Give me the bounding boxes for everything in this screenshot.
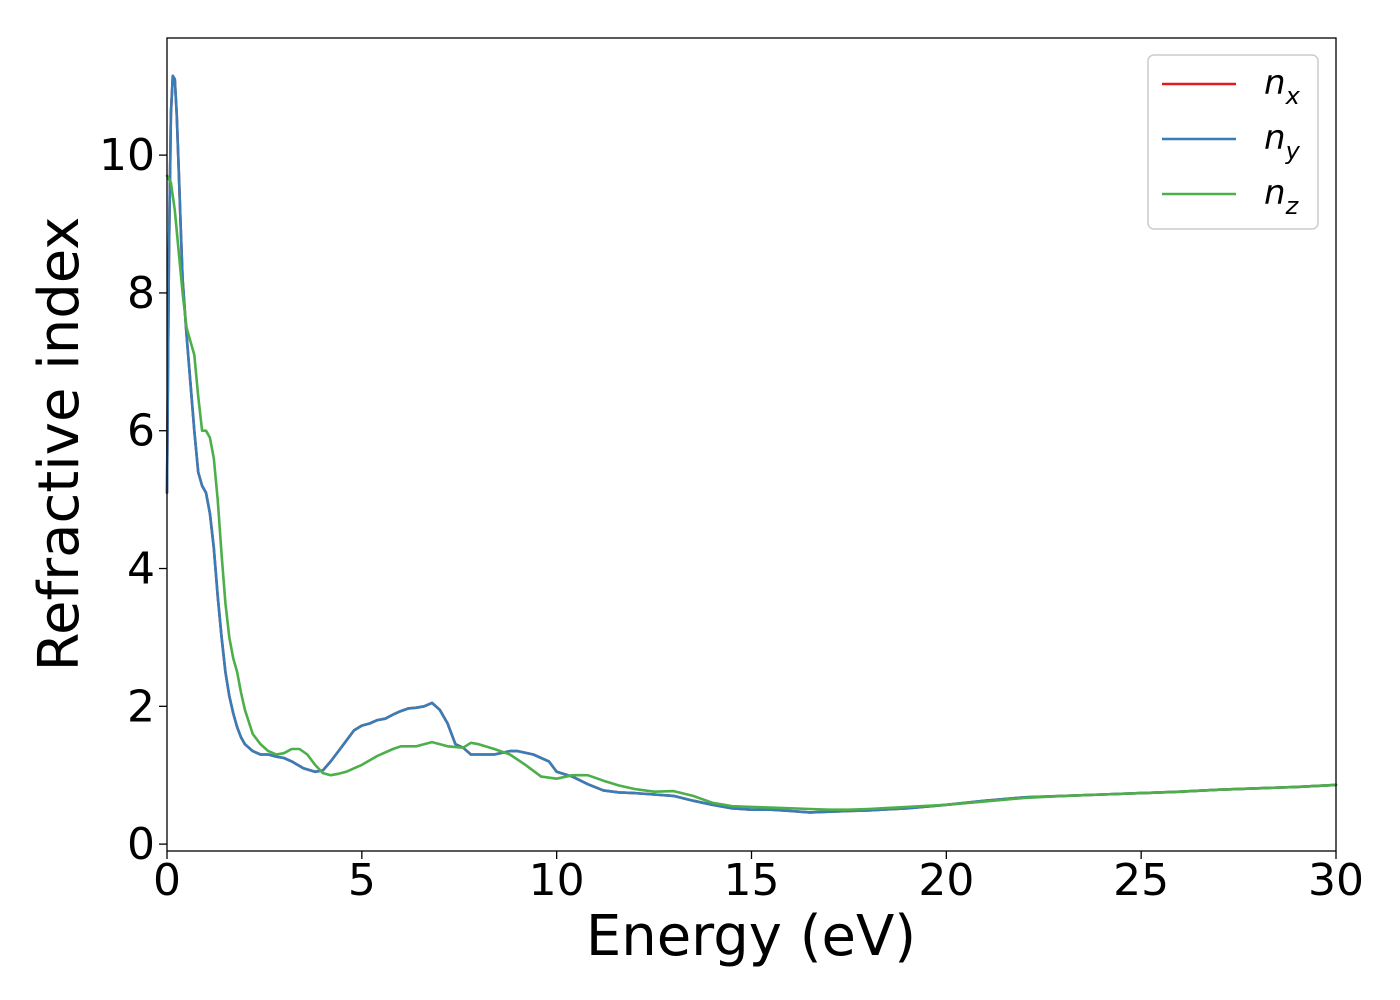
x-tick-label: 5 xyxy=(348,855,376,906)
y-tick-label: 8 xyxy=(127,268,155,319)
x-tick-label: 15 xyxy=(724,855,780,906)
series-line-n-z xyxy=(165,174,1338,811)
series-layer xyxy=(165,74,1338,814)
y-tick-label: 4 xyxy=(127,544,155,595)
legend-label-n-x: nx xyxy=(1264,63,1301,110)
x-tick-label: 20 xyxy=(918,855,974,906)
legend: nx ny nz xyxy=(1147,54,1319,230)
x-axis-ticks: 0 5 10 15 20 25 30 xyxy=(153,851,1364,906)
x-tick-label: 0 xyxy=(153,855,181,906)
y-tick-label: 6 xyxy=(127,406,155,457)
plot-background xyxy=(167,38,1336,851)
x-tick-label: 25 xyxy=(1113,855,1169,906)
y-tick-label: 0 xyxy=(127,819,155,870)
legend-label-n-y: ny xyxy=(1264,118,1301,165)
y-axis-ticks: 0 2 4 6 8 10 xyxy=(99,130,167,870)
legend-box xyxy=(1147,54,1319,230)
series-line-n-y xyxy=(165,74,1338,814)
x-tick-label: 30 xyxy=(1308,855,1364,906)
legend-label-n-z: nz xyxy=(1264,173,1300,220)
y-axis-title: Refractive index xyxy=(27,217,92,672)
x-axis-title: Energy (eV) xyxy=(586,904,916,969)
x-tick-label: 10 xyxy=(529,855,585,906)
y-tick-label: 10 xyxy=(99,130,155,181)
y-tick-label: 2 xyxy=(127,681,155,732)
